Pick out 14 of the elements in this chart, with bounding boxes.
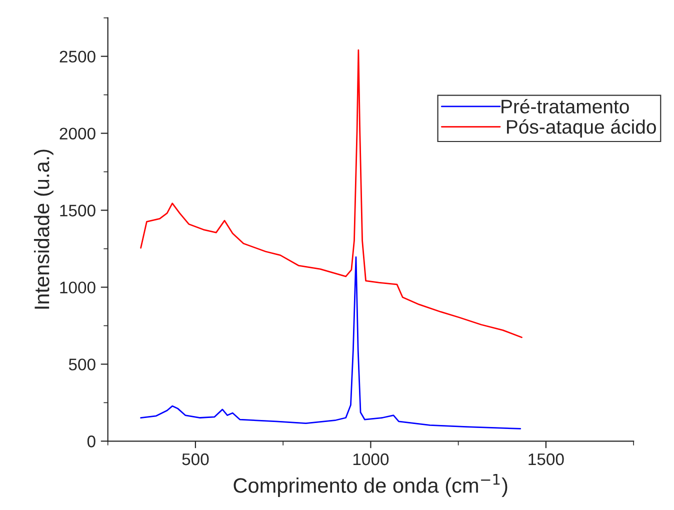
y-tick-label: 2500	[60, 50, 96, 63]
x-tick-label: 1500	[528, 453, 564, 466]
y-tick-label: 1000	[60, 282, 96, 294]
y-axis-title: Intensidade (u.a.)	[34, 150, 54, 309]
y-tick-label: 0	[87, 436, 96, 448]
x-axis-title: Comprimento de onda (cm$^{−1}$)	[234, 474, 508, 497]
line-series	[140, 256, 522, 430]
y-tick-label: 1500	[60, 204, 96, 216]
legend-label: Pré-tratamento	[502, 98, 629, 114]
y-tick-label: 500	[68, 358, 96, 370]
y-tick-label: 2000	[60, 128, 96, 140]
legend-label: Pós-ataque ácido	[507, 119, 656, 138]
x-tick-label: 1000	[353, 453, 389, 466]
x-tick-label: 500	[182, 453, 209, 466]
